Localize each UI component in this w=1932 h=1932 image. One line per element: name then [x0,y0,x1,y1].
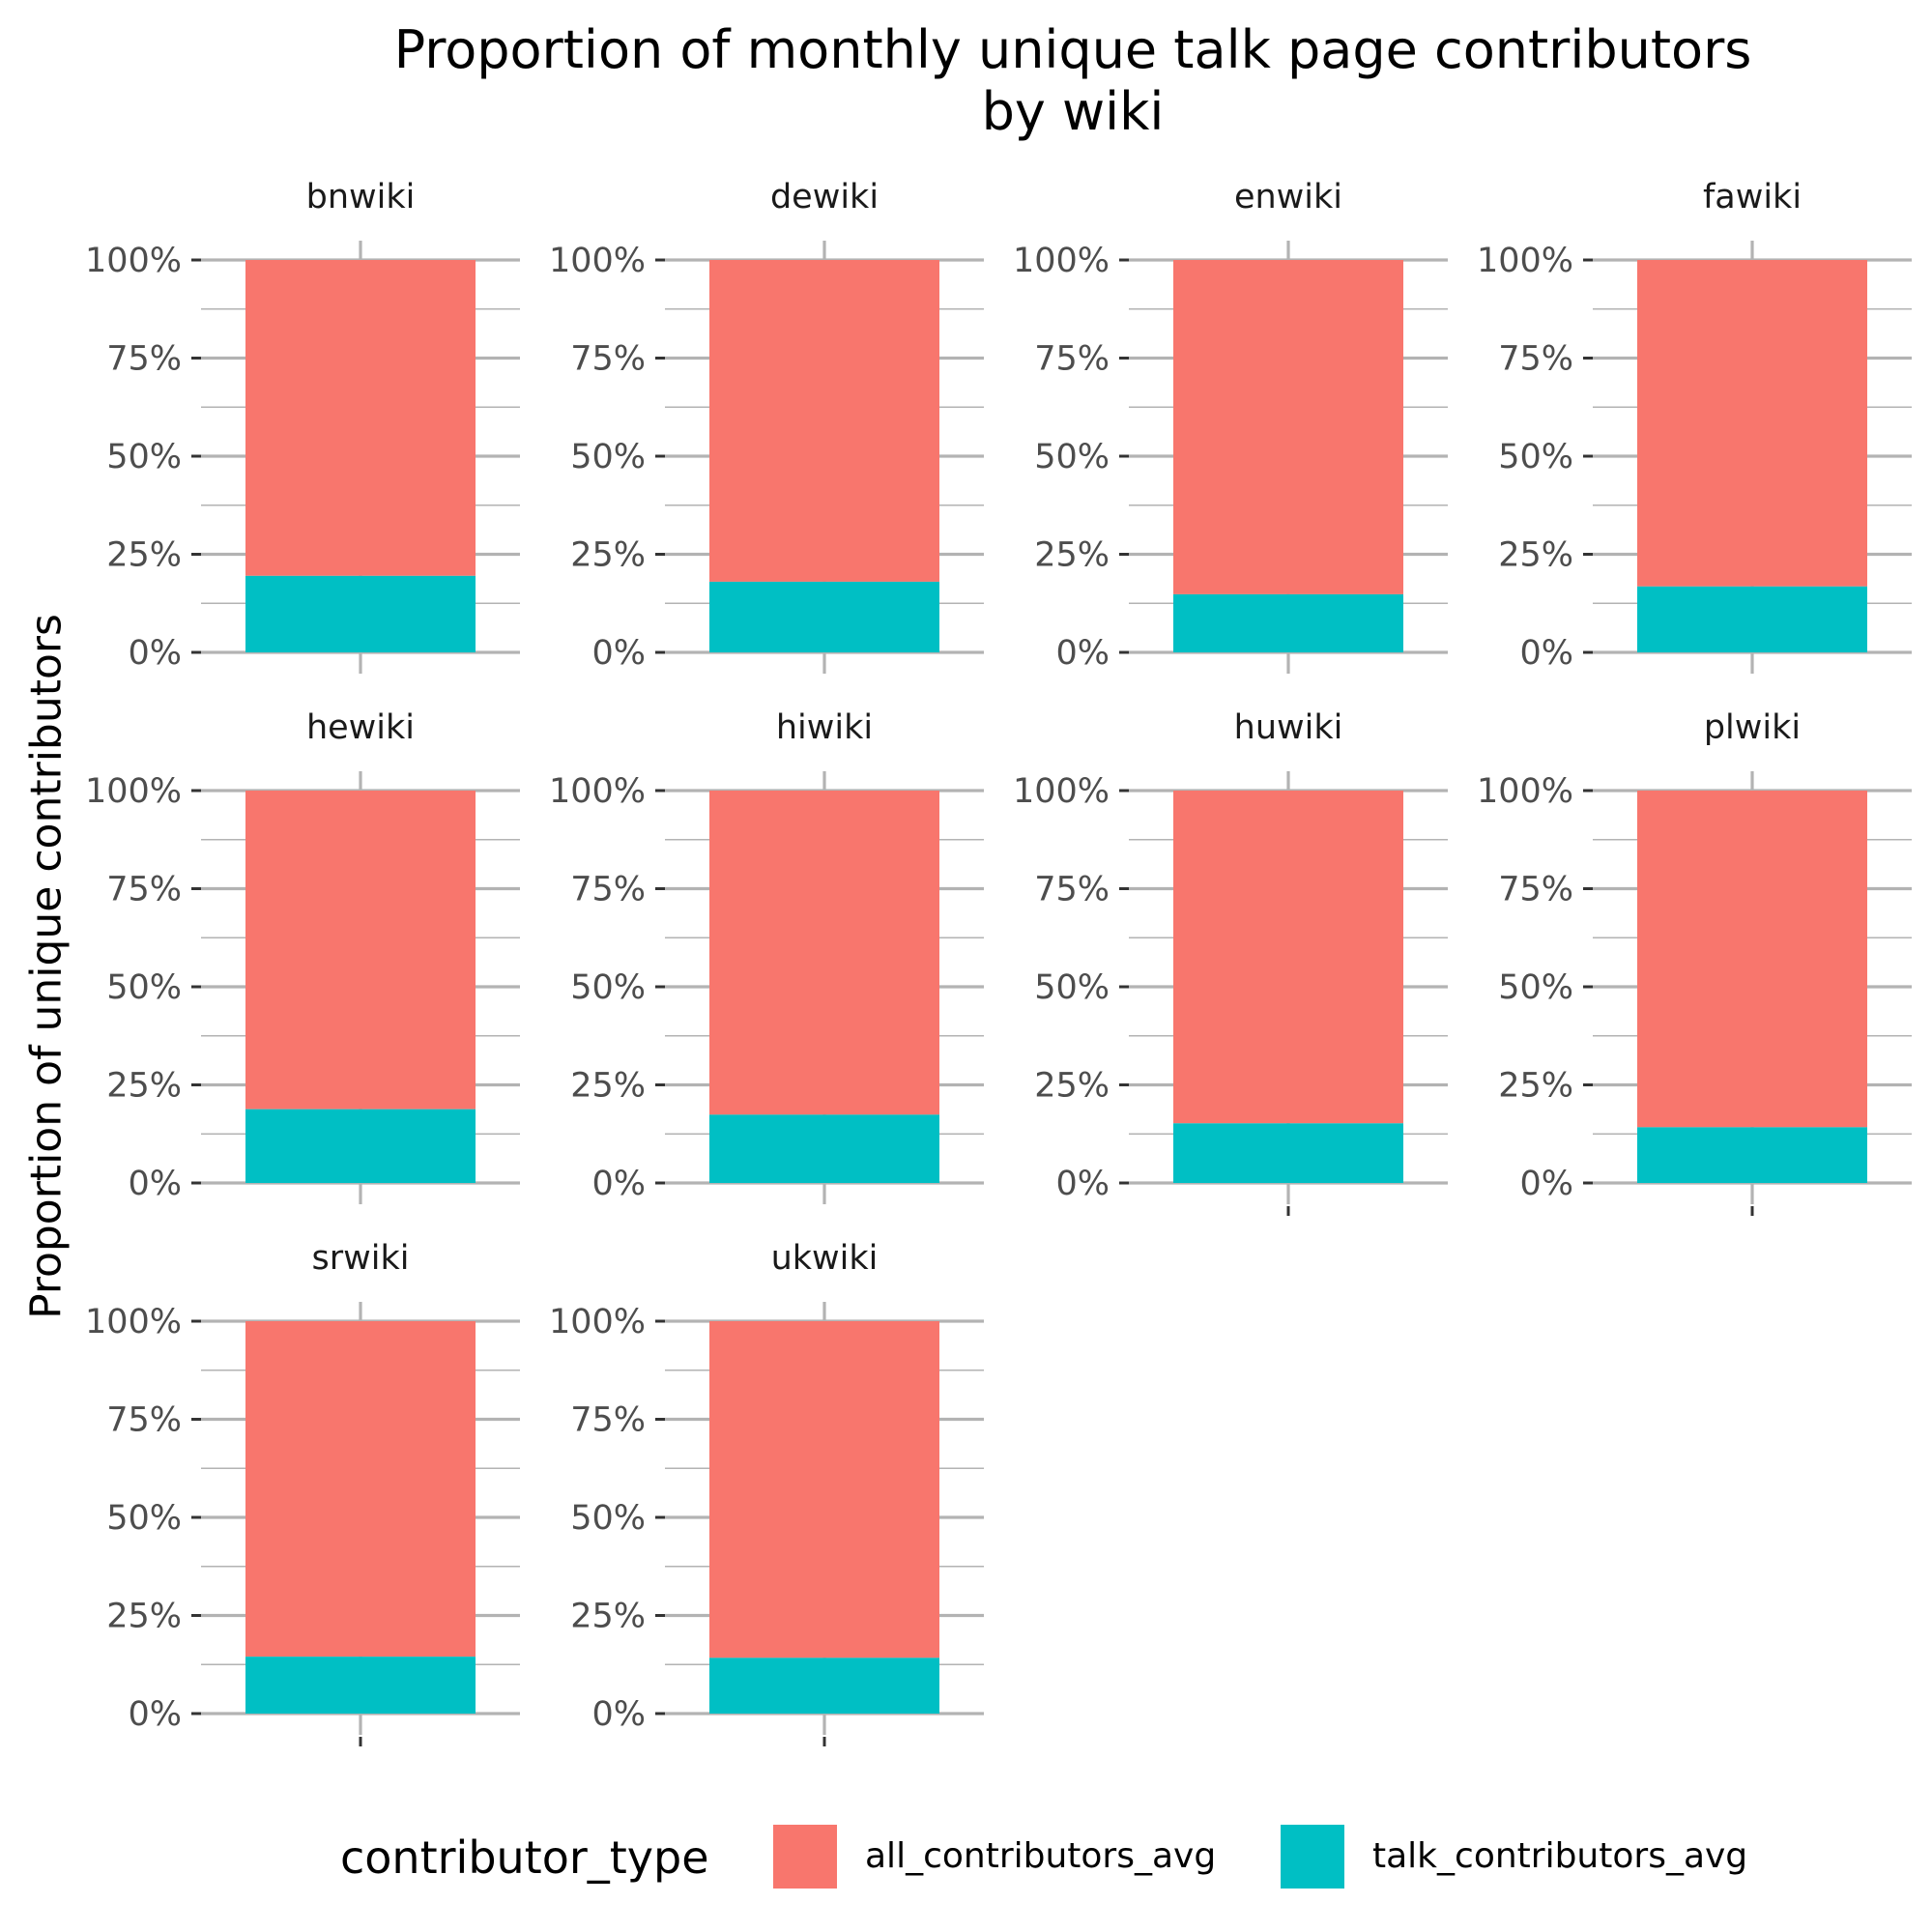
y-tick-label: 100% [85,772,182,811]
y-tick-label: 25% [570,1067,646,1106]
y-tick-label: 100% [1477,242,1573,280]
y-tick-label: 75% [1034,871,1110,909]
bar-all-contributors-srwiki [245,1321,476,1658]
bar-talk-contributors-plwiki [1637,1127,1867,1183]
bar-talk-contributors-hewiki [245,1109,476,1183]
y-tick-label: 25% [570,536,646,575]
bar-all-contributors-fawiki [1637,260,1867,587]
y-tick-label: 25% [1498,536,1573,575]
y-tick-label: 50% [106,968,182,1007]
y-tick-label: 50% [1034,968,1110,1007]
y-tick-label: 0% [1055,1165,1110,1203]
bar-all-contributors-enwiki [1173,260,1403,594]
facet-label-dewiki: dewiki [770,178,879,216]
bar-all-contributors-plwiki [1637,791,1867,1128]
y-tick-label: 75% [106,1401,182,1440]
y-tick-label: 100% [85,242,182,280]
y-tick-label: 25% [1034,1067,1110,1106]
y-tick-label: 75% [570,1401,646,1440]
facet-label-huwiki: huwiki [1234,708,1343,747]
y-tick-label: 75% [1498,871,1573,909]
bar-all-contributors-ukwiki [709,1321,939,1658]
y-tick-label: 0% [128,634,182,673]
facet-label-bnwiki: bnwiki [306,178,416,216]
y-tick-label: 25% [106,536,182,575]
facet-label-hewiki: hewiki [306,708,415,747]
facet-label-fawiki: fawiki [1703,178,1802,216]
facet-label-enwiki: enwiki [1234,178,1342,216]
facet-label-srwiki: srwiki [312,1239,410,1278]
y-tick-label: 0% [1055,634,1110,673]
facet-label-ukwiki: ukwiki [771,1239,879,1278]
bar-all-contributors-hewiki [245,791,476,1110]
y-tick-label: 0% [1519,1165,1573,1203]
y-tick-label: 25% [570,1598,646,1636]
y-tick-label: 50% [1498,438,1573,476]
y-tick-label: 50% [570,968,646,1007]
legend-label-all-contributors: all_contributors_avg [865,1836,1217,1876]
y-tick-label: 50% [570,438,646,476]
bar-talk-contributors-hiwiki [709,1114,939,1183]
y-tick-label: 50% [1034,438,1110,476]
y-tick-label: 100% [549,1303,646,1341]
y-tick-label: 100% [549,242,646,280]
bar-talk-contributors-huwiki [1173,1123,1403,1183]
y-tick-label: 100% [549,772,646,811]
y-tick-label: 25% [106,1598,182,1636]
bar-all-contributors-huwiki [1173,791,1403,1124]
y-tick-label: 75% [106,871,182,909]
bar-all-contributors-dewiki [709,260,939,582]
y-tick-label: 50% [106,1499,182,1538]
y-tick-label: 25% [1034,536,1110,575]
bar-talk-contributors-ukwiki [709,1658,939,1714]
y-tick-label: 50% [570,1499,646,1538]
y-tick-label: 75% [1498,340,1573,379]
y-tick-label: 75% [570,871,646,909]
y-tick-label: 0% [591,1695,646,1734]
facet-label-plwiki: plwiki [1704,708,1801,747]
y-tick-label: 50% [106,438,182,476]
y-tick-label: 0% [128,1695,182,1734]
y-tick-label: 100% [1013,772,1110,811]
y-tick-label: 100% [1477,772,1573,811]
y-tick-label: 75% [106,340,182,379]
y-tick-label: 100% [1013,242,1110,280]
y-tick-label: 75% [570,340,646,379]
y-tick-label: 0% [591,1165,646,1203]
chart-title-line-2: by wiki [981,81,1165,142]
bar-talk-contributors-fawiki [1637,586,1867,652]
legend-key-talk-contributors [1281,1825,1344,1889]
bar-all-contributors-hiwiki [709,791,939,1115]
bar-all-contributors-bnwiki [245,260,476,576]
y-tick-label: 100% [85,1303,182,1341]
chart-title-line-1: Proportion of monthly unique talk page c… [393,19,1752,80]
y-tick-label: 0% [1519,634,1573,673]
legend-key-all-contributors [773,1825,837,1889]
bar-talk-contributors-bnwiki [245,575,476,652]
y-tick-label: 0% [128,1165,182,1203]
y-tick-label: 75% [1034,340,1110,379]
facet-label-hiwiki: hiwiki [776,708,873,747]
legend-label-talk-contributors: talk_contributors_avg [1372,1836,1748,1876]
bar-talk-contributors-srwiki [245,1657,476,1714]
bar-talk-contributors-dewiki [709,581,939,652]
y-tick-label: 0% [591,634,646,673]
y-tick-label: 25% [1498,1067,1573,1106]
bar-talk-contributors-enwiki [1173,593,1403,652]
y-tick-label: 50% [1498,968,1573,1007]
legend-title: contributor_type [340,1831,709,1884]
y-tick-label: 25% [106,1067,182,1106]
